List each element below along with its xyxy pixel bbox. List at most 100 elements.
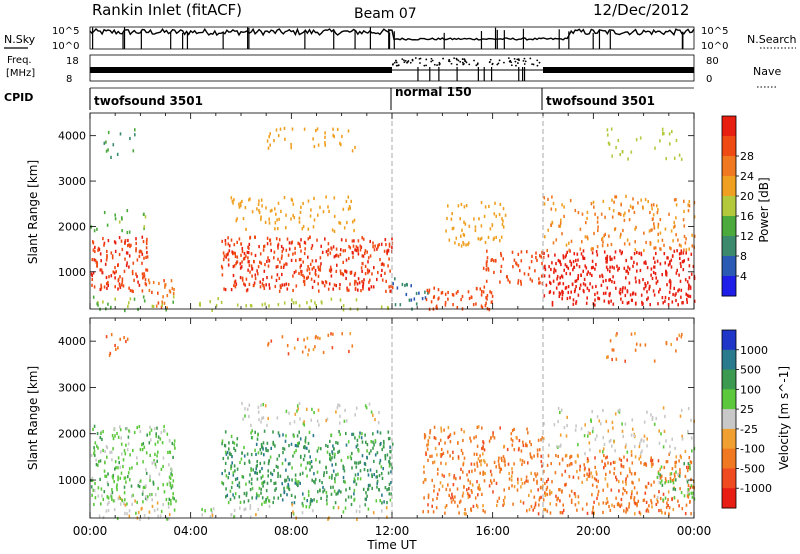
data-pixel [100,259,102,263]
data-pixel [126,251,129,255]
data-pixel [306,301,308,305]
data-pixel [94,249,96,254]
data-pixel [668,512,670,516]
data-pixel [324,131,326,135]
data-pixel [131,272,134,276]
data-pixel [333,196,336,200]
data-pixel [445,229,447,233]
data-pixel [465,243,467,247]
data-pixel [389,269,391,273]
data-pixel [519,269,521,273]
y-tick-label: 1000 [58,474,86,487]
data-pixel [511,443,514,447]
nave-dot [463,63,465,65]
nave-dot [489,58,492,61]
data-pixel [172,455,174,459]
data-pixel [484,240,487,245]
data-pixel [376,475,378,479]
data-pixel [349,332,352,336]
data-pixel [589,282,591,286]
data-pixel [366,268,369,272]
data-pixel [257,272,259,276]
data-pixel [343,479,345,483]
data-pixel [611,503,613,507]
data-pixel [274,221,277,225]
data-pixel [311,244,314,248]
data-pixel [672,254,674,258]
data-pixel [484,304,487,308]
data-pixel [280,493,282,497]
nave-dot [425,64,428,67]
data-pixel [467,493,470,497]
data-pixel [598,502,600,506]
data-pixel [256,471,258,475]
data-pixel [513,462,515,466]
data-pixel [543,196,546,200]
data-pixel [105,282,108,286]
nave-dot [447,60,450,62]
data-pixel [671,437,673,441]
data-pixel [290,217,292,221]
data-pixel [115,270,117,274]
data-pixel [126,209,129,213]
data-pixel [367,487,369,492]
data-pixel [144,485,146,489]
data-pixel [661,296,664,300]
data-pixel [609,339,612,343]
data-pixel [244,507,247,511]
data-pixel [628,502,631,506]
data-pixel [335,462,337,466]
data-pixel [558,291,561,295]
data-pixel [247,499,250,503]
data-pixel [305,466,307,470]
data-pixel [648,285,651,289]
data-pixel [309,262,312,266]
data-pixel [105,474,108,478]
data-pixel [280,244,283,249]
data-pixel [455,236,458,240]
data-pixel [248,403,251,407]
data-pixel [581,240,583,244]
data-pixel [567,266,570,270]
data-pixel [656,204,658,208]
data-pixel [688,247,690,251]
data-pixel [444,511,446,515]
data-pixel [322,490,324,494]
data-pixel [123,476,126,480]
data-pixel [121,277,124,281]
data-pixel [549,281,552,286]
data-pixel [266,236,269,240]
data-pixel [612,426,614,430]
data-pixel [622,480,624,484]
data-pixel [274,444,276,448]
data-pixel [433,484,436,488]
cpid-mode-2: normal 150 [395,85,472,99]
data-pixel [523,460,526,464]
data-pixel [462,438,464,443]
data-pixel [547,254,550,258]
data-pixel [124,309,126,313]
data-pixel [535,256,537,260]
data-pixel [114,213,116,217]
nave-dot [531,63,533,65]
data-pixel [609,508,612,512]
data-pixel [250,252,253,256]
data-pixel [565,286,568,290]
data-pixel [315,129,317,133]
data-pixel [332,485,334,489]
data-pixel [605,278,607,283]
data-pixel [111,488,113,492]
data-pixel [600,212,603,216]
data-pixel [562,508,565,512]
data-pixel [623,218,626,222]
data-pixel [447,426,450,430]
nave-dot [497,62,500,65]
data-pixel [160,431,163,435]
data-pixel [316,127,319,131]
data-pixel [131,502,133,506]
data-pixel [335,269,338,273]
data-pixel [291,240,294,244]
data-pixel [672,481,675,485]
data-pixel [385,506,388,510]
